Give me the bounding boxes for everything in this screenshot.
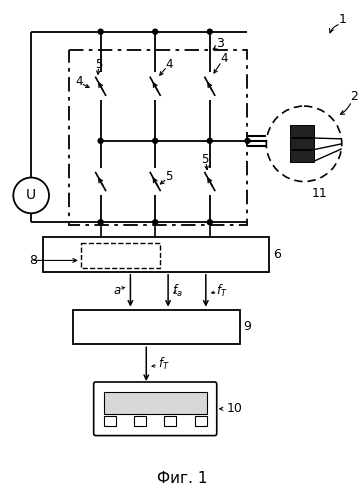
- Text: 5: 5: [201, 153, 209, 166]
- Bar: [104, 392, 207, 413]
- Text: 2: 2: [350, 90, 357, 102]
- Text: 5: 5: [95, 58, 102, 71]
- Bar: [195, 416, 207, 426]
- Text: 8: 8: [29, 254, 37, 267]
- Text: Фиг. 1: Фиг. 1: [157, 470, 207, 486]
- Bar: [134, 416, 146, 426]
- Bar: [43, 237, 269, 272]
- Text: 4: 4: [165, 58, 173, 71]
- Text: 5: 5: [165, 170, 173, 183]
- Text: 11: 11: [312, 187, 328, 200]
- Text: $f_T$: $f_T$: [158, 356, 170, 372]
- Text: 4: 4: [220, 52, 228, 65]
- Bar: [69, 50, 248, 225]
- Circle shape: [98, 138, 103, 143]
- Text: 10: 10: [227, 402, 242, 415]
- Circle shape: [98, 220, 103, 224]
- Circle shape: [153, 220, 158, 224]
- Bar: [290, 138, 314, 149]
- Text: 1: 1: [339, 14, 347, 26]
- Circle shape: [207, 138, 212, 143]
- Bar: [290, 150, 314, 162]
- Circle shape: [153, 138, 158, 143]
- Text: a: a: [113, 284, 120, 297]
- Bar: [73, 310, 240, 344]
- Circle shape: [245, 138, 250, 143]
- Text: U: U: [26, 188, 36, 202]
- Text: 4: 4: [75, 75, 83, 88]
- Text: 9: 9: [244, 320, 252, 334]
- Text: $f_a$: $f_a$: [172, 282, 183, 298]
- Circle shape: [207, 29, 212, 34]
- Circle shape: [207, 220, 212, 224]
- Circle shape: [153, 29, 158, 34]
- Bar: [104, 416, 115, 426]
- Circle shape: [98, 29, 103, 34]
- Text: 3: 3: [216, 37, 223, 50]
- Bar: [290, 125, 314, 136]
- Bar: [81, 243, 160, 268]
- Bar: [165, 416, 177, 426]
- Text: $f_T$: $f_T$: [216, 282, 228, 298]
- Text: 6: 6: [273, 248, 281, 261]
